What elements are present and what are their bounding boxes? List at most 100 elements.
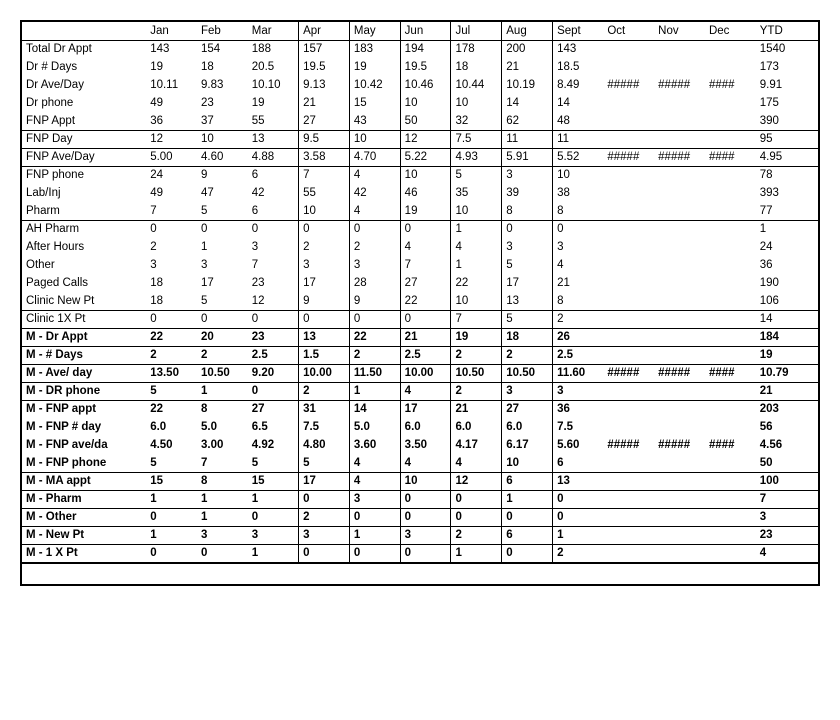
cell-value: 2 (299, 508, 350, 526)
cell-value (603, 472, 654, 490)
cell-value: 6 (502, 472, 553, 490)
cell-value: 9.20 (248, 364, 299, 382)
row-label: Lab/Inj (22, 184, 146, 202)
cell-value: 37 (197, 112, 248, 130)
cell-value: 2 (451, 382, 502, 400)
cell-value (654, 400, 705, 418)
cell-value: 36 (553, 400, 604, 418)
cell-value: 4 (400, 238, 451, 256)
cell-value: 3.00 (197, 436, 248, 454)
stats-table-container: Jan Feb Mar Apr May Jun Jul Aug Sept Oct… (20, 20, 820, 586)
cell-value (603, 274, 654, 292)
cell-value: 35 (451, 184, 502, 202)
cell-value: 1 (197, 490, 248, 508)
cell-value: 10 (349, 130, 400, 148)
cell-value: 21 (400, 328, 451, 346)
cell-value: 154 (197, 40, 248, 58)
cell-value: 2.5 (400, 346, 451, 364)
cell-value: 42 (349, 184, 400, 202)
cell-value: 36 (146, 112, 197, 130)
cell-ytd: 175 (756, 94, 818, 112)
cell-value: 22 (146, 400, 197, 418)
table-row: Dr # Days191820.519.51919.5182118.5173 (22, 58, 818, 76)
row-label: M - # Days (22, 346, 146, 364)
cell-value: 0 (400, 220, 451, 238)
cell-value (654, 166, 705, 184)
table-row: AH Pharm0000001001 (22, 220, 818, 238)
row-label: Clinic New Pt (22, 292, 146, 310)
cell-value: 9 (197, 166, 248, 184)
cell-value: 3 (349, 256, 400, 274)
cell-value: 2.5 (248, 346, 299, 364)
cell-value: 13 (248, 130, 299, 148)
cell-value: 3 (248, 238, 299, 256)
cell-value (603, 490, 654, 508)
cell-value: 1 (248, 544, 299, 562)
cell-value: 3.60 (349, 436, 400, 454)
cell-value: 4.17 (451, 436, 502, 454)
cell-value: 55 (248, 112, 299, 130)
cell-value: 13 (299, 328, 350, 346)
cell-value: 62 (502, 112, 553, 130)
cell-value: 6.0 (502, 418, 553, 436)
row-label: M - Other (22, 508, 146, 526)
cell-value: 1 (553, 526, 604, 544)
cell-value: 10.44 (451, 76, 502, 94)
cell-value: 0 (553, 490, 604, 508)
table-row: M - MA appt158151741012613100 (22, 472, 818, 490)
cell-value (654, 184, 705, 202)
cell-ytd: 173 (756, 58, 818, 76)
cell-value: 10 (451, 292, 502, 310)
row-label: Paged Calls (22, 274, 146, 292)
cell-value (705, 490, 756, 508)
cell-value: 10.10 (248, 76, 299, 94)
cell-value (705, 508, 756, 526)
cell-value: 0 (349, 508, 400, 526)
cell-value: 4.92 (248, 436, 299, 454)
row-label: M - FNP # day (22, 418, 146, 436)
table-row: M - 1 X Pt0010001024 (22, 544, 818, 562)
cell-value (603, 400, 654, 418)
table-row: M - DR phone51021423321 (22, 382, 818, 400)
cell-value: 27 (248, 400, 299, 418)
cell-value: 3 (502, 238, 553, 256)
cell-value: 5 (248, 454, 299, 472)
cell-value: 2 (502, 346, 553, 364)
cell-value: 10.50 (451, 364, 502, 382)
cell-value: 14 (502, 94, 553, 112)
cell-value: 0 (299, 220, 350, 238)
cell-value: 6.0 (451, 418, 502, 436)
cell-value: 23 (248, 328, 299, 346)
cell-ytd: 10.79 (756, 364, 818, 382)
row-label: FNP Ave/Day (22, 148, 146, 166)
cell-value (603, 112, 654, 130)
cell-value: 49 (146, 184, 197, 202)
row-label: FNP Appt (22, 112, 146, 130)
cell-value: 23 (197, 94, 248, 112)
cell-value: 21 (502, 58, 553, 76)
cell-value: 4.93 (451, 148, 502, 166)
cell-value: 5 (197, 202, 248, 220)
cell-value (654, 274, 705, 292)
cell-value: 23 (248, 274, 299, 292)
cell-value: 0 (299, 310, 350, 328)
cell-value: 5 (197, 292, 248, 310)
cell-value: 3 (349, 490, 400, 508)
cell-value: 10.42 (349, 76, 400, 94)
cell-value: 19 (349, 58, 400, 76)
cell-ytd: 100 (756, 472, 818, 490)
cell-value: 2 (553, 544, 604, 562)
cell-value: 5.60 (553, 436, 604, 454)
header-month: Mar (248, 22, 299, 40)
header-month: Oct (603, 22, 654, 40)
cell-value (705, 58, 756, 76)
header-month: Aug (502, 22, 553, 40)
cell-value (654, 508, 705, 526)
cell-value: 1 (248, 490, 299, 508)
cell-value (603, 508, 654, 526)
cell-value: 18 (146, 274, 197, 292)
table-row: FNP Appt363755274350326248390 (22, 112, 818, 130)
cell-value: ##### (603, 436, 654, 454)
row-label: M - 1 X Pt (22, 544, 146, 562)
cell-value: 5.0 (349, 418, 400, 436)
